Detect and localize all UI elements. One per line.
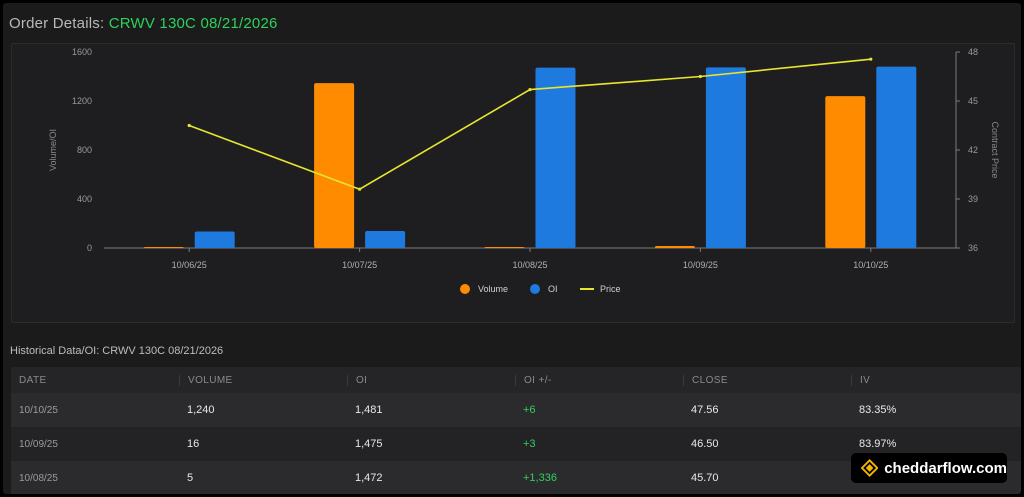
volume-bar xyxy=(825,96,866,248)
table-cell: 1,472 xyxy=(355,472,383,484)
volume-oi-price-chart: 0 400 800 1200 1600 36 39 42 45 48 Volume/OI Contra… xyxy=(48,47,1000,294)
page-title: Order Details: CRWV 130C 08/21/2026 xyxy=(9,15,278,32)
legend-oi-marker xyxy=(530,284,540,294)
y2-tick-label: 48 xyxy=(968,47,978,57)
brand-badge[interactable]: cheddarflow.com xyxy=(851,453,1007,483)
table-cell: 1,475 xyxy=(355,438,383,450)
x-tick-label: 10/06/25 xyxy=(172,260,207,270)
table-row[interactable]: 10/10/25 1,240 1,481 +6 47.56 83.35% xyxy=(11,393,1021,427)
legend-volume-marker xyxy=(460,284,470,294)
chart-card: 0 400 800 1200 1600 36 39 42 45 48 Volume/OI Contra… xyxy=(11,43,1015,323)
table-cell: 83.97% xyxy=(859,438,897,450)
table-cell: 83.35% xyxy=(859,404,897,416)
table-cell: 16 xyxy=(187,438,200,450)
y2-tick-label: 45 xyxy=(968,96,978,106)
column-header[interactable]: DATE xyxy=(19,374,47,386)
y2-tick-label: 42 xyxy=(968,145,978,155)
table-cell: 45.70 xyxy=(691,472,719,484)
price-point xyxy=(528,87,532,92)
price-line xyxy=(188,58,871,191)
table-cell: 1,481 xyxy=(355,404,383,416)
table-cell: 10/09/25 xyxy=(19,438,58,450)
oi-bar xyxy=(194,231,235,248)
y2-tick-label: 39 xyxy=(968,194,978,204)
column-header[interactable]: OI +/- xyxy=(515,374,683,386)
price-point xyxy=(187,123,191,128)
column-header[interactable]: IV xyxy=(851,374,1019,386)
volume-bar xyxy=(314,83,355,248)
table-cell: 1,240 xyxy=(187,404,215,416)
legend-volume-label: Volume xyxy=(478,284,508,294)
x-tick-label: 10/07/25 xyxy=(342,260,377,270)
volume-bar xyxy=(484,247,525,248)
price-point xyxy=(869,57,873,61)
table-cell: 5 xyxy=(187,472,194,484)
y-tick-label: 1200 xyxy=(72,96,92,106)
title-label: Order Details: xyxy=(9,15,105,32)
table-cell: +1,336 xyxy=(523,472,557,484)
legend-oi-label: OI xyxy=(548,284,558,294)
oi-bar xyxy=(876,66,917,248)
brand-name: cheddarflow.com xyxy=(884,459,1007,477)
y-tick-label: 800 xyxy=(77,145,92,155)
legend-price-label: Price xyxy=(600,284,621,294)
table-cell: 46.50 xyxy=(691,438,719,450)
x-tick-label: 10/09/25 xyxy=(683,260,718,270)
oi-bar xyxy=(535,67,576,249)
x-tick-label: 10/10/25 xyxy=(853,260,888,270)
oi-bar xyxy=(705,67,746,248)
table-header: DATE VOLUME OI OI +/- CLOSE IV xyxy=(11,367,1021,393)
volume-bar xyxy=(143,247,184,248)
table-cell: +3 xyxy=(523,438,536,450)
y-tick-label: 0 xyxy=(87,243,92,253)
y2-axis-title: Contract Price xyxy=(990,121,1000,178)
volume-bar xyxy=(654,246,695,248)
price-point xyxy=(698,74,703,79)
column-header[interactable]: CLOSE xyxy=(683,374,851,386)
cheddar-logo-icon xyxy=(861,459,879,477)
contract-symbol: CRWV 130C 08/21/2026 xyxy=(108,15,278,32)
oi-bar xyxy=(365,230,406,248)
y2-tick-label: 36 xyxy=(968,243,978,253)
order-details-panel: Order Details: CRWV 130C 08/21/2026 0 400… xyxy=(3,3,1021,494)
column-header[interactable]: VOLUME xyxy=(179,374,347,386)
y-tick-label: 400 xyxy=(77,194,92,204)
table-cell: 47.56 xyxy=(691,404,719,416)
column-header[interactable]: OI xyxy=(347,374,515,386)
table-cell: +6 xyxy=(523,404,536,416)
x-tick-label: 10/08/25 xyxy=(512,260,547,270)
table-row[interactable]: 10/09/25 16 1,475 +3 46.50 83.97% xyxy=(11,427,1021,461)
table-cell: 10/08/25 xyxy=(19,472,58,484)
y-tick-label: 1600 xyxy=(72,47,92,57)
y-axis-title: Volume/OI xyxy=(48,129,58,171)
price-point xyxy=(358,187,362,191)
table-cell: 10/10/25 xyxy=(19,404,58,416)
historical-table: DATE VOLUME OI OI +/- CLOSE IV 10/10/25 1,240 1… xyxy=(11,367,1021,494)
historical-title: Historical Data/OI: CRWV 130C 08/21/2026 xyxy=(10,345,224,357)
